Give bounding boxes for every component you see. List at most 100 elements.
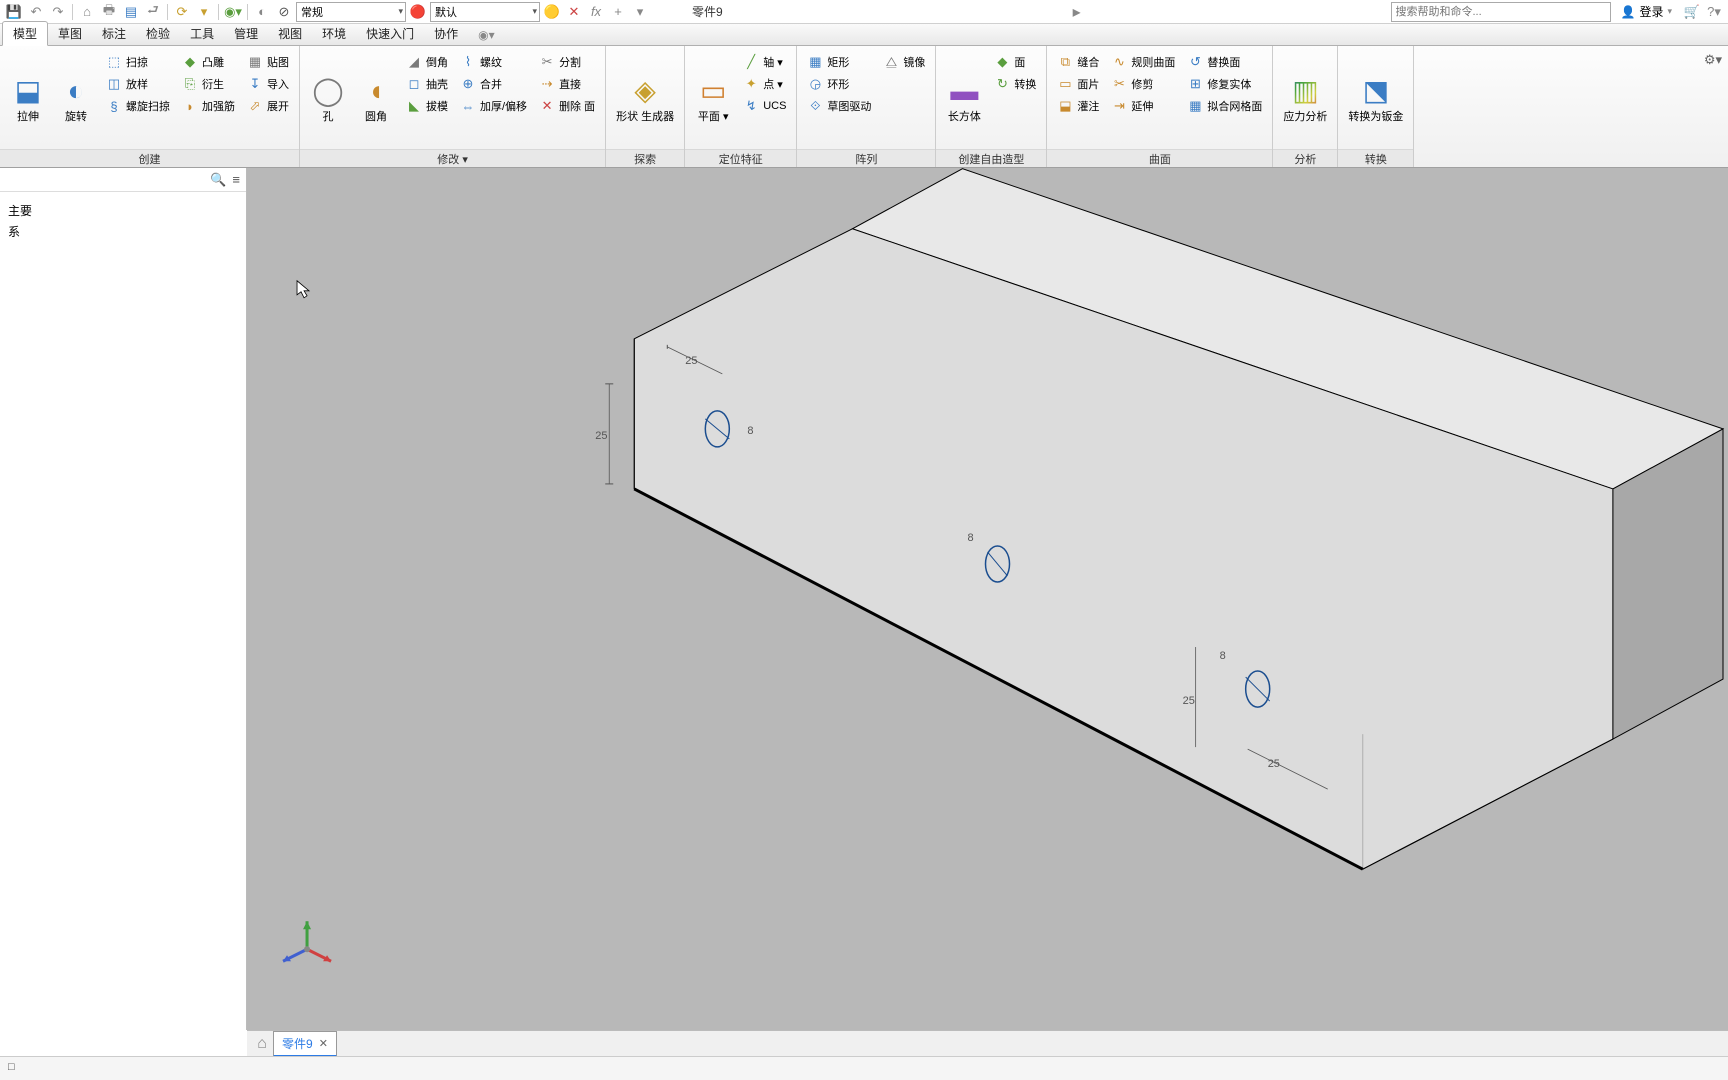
ribbon-small-button[interactable]: ╱轴 ▾ — [739, 52, 790, 72]
browser-item[interactable]: 主要 — [4, 200, 242, 221]
ribbon-tabs: 模型 草图 标注 检验 工具 管理 视图 环境 快速入门 协作 ◉▾ — [0, 24, 1728, 46]
ribbon-small-button[interactable]: ▦贴图 — [243, 52, 293, 72]
close-icon[interactable]: ✕ — [319, 1037, 328, 1050]
ribbon-icon: ↧ — [247, 76, 263, 92]
clear-icon[interactable]: ✕ — [564, 2, 584, 22]
cart-icon[interactable]: 🛒 — [1682, 2, 1702, 22]
ribbon-small-button[interactable]: ↺替换面 — [1183, 52, 1266, 72]
ribbon-big-button[interactable]: ▥应力分析 — [1277, 50, 1333, 145]
tab-addin[interactable]: ◉▾ — [468, 25, 505, 45]
ribbon-small-button[interactable]: ✂修剪 — [1107, 74, 1179, 94]
redo-icon[interactable]: ↷ — [48, 2, 68, 22]
ribbon-small-button[interactable]: ↯UCS — [739, 96, 790, 116]
ribbon-big-button[interactable]: ◐旋转 — [52, 50, 100, 145]
ribbon-label: 分割 — [559, 54, 581, 70]
help-icon[interactable]: ?▾ — [1704, 2, 1724, 22]
ribbon-small-button[interactable]: ⇢直接 — [535, 74, 599, 94]
ribbon-small-button[interactable]: §螺旋扫掠 — [102, 96, 174, 116]
browser-item[interactable]: 系 — [4, 221, 242, 242]
tab-annotate[interactable]: 标注 — [92, 22, 136, 45]
doctab-home[interactable]: ⌂ — [251, 1034, 273, 1054]
ribbon-small-button[interactable]: ⬓灌注 — [1053, 96, 1103, 116]
projects-icon[interactable]: ▤ — [121, 2, 141, 22]
login-button[interactable]: 👤 登录 ▾ — [1621, 3, 1673, 20]
globe-icon[interactable]: ⊘ — [274, 2, 294, 22]
plus-icon[interactable]: + — [608, 2, 628, 22]
appearance-icon[interactable]: ◐ — [252, 2, 272, 22]
ribbon-small-button[interactable]: ⬚扫掠 — [102, 52, 174, 72]
ribbon-small-button[interactable]: ⬀展开 — [243, 96, 293, 116]
tab-getstarted[interactable]: 快速入门 — [356, 22, 424, 45]
ribbon-small-button[interactable]: ↧导入 — [243, 74, 293, 94]
tab-collaborate[interactable]: 协作 — [424, 22, 468, 45]
tab-model[interactable]: 模型 — [2, 21, 48, 46]
undo-icon[interactable]: ↶ — [26, 2, 46, 22]
ribbon-small-button[interactable]: ⧋镜像 — [879, 52, 929, 72]
ribbon-small-button[interactable]: ✂分割 — [535, 52, 599, 72]
ribbon-small-button[interactable]: ⇔加厚/偏移 — [456, 96, 531, 116]
ribbon-big-button[interactable]: ◖圆角 — [352, 50, 400, 145]
tab-view[interactable]: 视图 — [268, 22, 312, 45]
appearance-dropdown[interactable]: 默认 — [430, 2, 540, 22]
ribbon-small-button[interactable]: ⟐草图驱动 — [803, 96, 875, 116]
ribbon-big-button[interactable]: ▭平面 ▾ — [689, 50, 737, 145]
print-icon[interactable]: 🖶 — [99, 2, 119, 22]
ribbon-small-button[interactable]: ↻转换 — [990, 74, 1040, 94]
ribbon-small-button[interactable]: ◻抽壳 — [402, 74, 452, 94]
ribbon-small-button[interactable]: ◶环形 — [803, 74, 875, 94]
ribbon-small-button[interactable]: ⎘衍生 — [178, 74, 239, 94]
ribbon-panel: ▬长方体◆面↻转换创建自由造型 — [936, 46, 1047, 167]
ribbon-small-button[interactable]: ◢倒角 — [402, 52, 452, 72]
style-dropdown[interactable]: 常规 — [296, 2, 406, 22]
ribbon-small-button[interactable]: ⌇螺纹 — [456, 52, 531, 72]
ribbon-small-button[interactable]: ◗加强筋 — [178, 96, 239, 116]
ribbon-big-button[interactable]: ⬓拉伸 — [4, 50, 52, 145]
adjust-icon[interactable]: 🟡 — [542, 2, 562, 22]
ribbon-big-button[interactable]: ◈形状 生成器 — [610, 50, 680, 145]
ribbon-small-button[interactable]: ◆面 — [990, 52, 1040, 72]
ribbon-small-button[interactable]: ▦矩形 — [803, 52, 875, 72]
ribbon-small-button[interactable]: ▭面片 — [1053, 74, 1103, 94]
update-icon[interactable]: ⟳ — [172, 2, 192, 22]
return-icon[interactable]: ⮐ — [143, 2, 163, 22]
ribbon-big-button[interactable]: ⬔转换为钣金 — [1342, 50, 1409, 145]
ribbon-small-button[interactable]: ⇥延伸 — [1107, 96, 1179, 116]
doctab-active[interactable]: 零件9 ✕ — [273, 1031, 337, 1057]
viewport[interactable]: 25 25 8 8 25 25 8 — [247, 168, 1728, 1030]
select-icon[interactable]: ▾ — [194, 2, 214, 22]
material-icon[interactable]: ◉▾ — [223, 2, 243, 22]
ribbon-big-button[interactable]: ▬长方体 — [940, 50, 988, 145]
ribbon-small-button[interactable]: ◫放样 — [102, 74, 174, 94]
ribbon-small-button[interactable]: ∿规则曲面 — [1107, 52, 1179, 72]
ribbon-small-button[interactable]: ⧉缝合 — [1053, 52, 1103, 72]
tab-tools[interactable]: 工具 — [180, 22, 224, 45]
more-icon[interactable]: ▾ — [630, 2, 650, 22]
ribbon-icon: ⟐ — [807, 98, 823, 114]
ribbon-small-button[interactable]: ⊕合并 — [456, 74, 531, 94]
panel-title: 创建 — [0, 149, 299, 167]
save-icon[interactable]: 💾 — [4, 2, 24, 22]
ribbon-big-button[interactable]: ◯孔 — [304, 50, 352, 145]
ribbon-icon: ▦ — [1187, 98, 1203, 114]
color-icon[interactable]: 🔴 — [408, 2, 428, 22]
ribbon-small-button[interactable]: ✕删除 面 — [535, 96, 599, 116]
home-icon[interactable]: ⌂ — [77, 2, 97, 22]
search-icon[interactable]: 🔍 — [210, 172, 226, 188]
ribbon-panel: ▭平面 ▾╱轴 ▾✦点 ▾↯UCS定位特征 — [685, 46, 797, 167]
search-input[interactable] — [1391, 2, 1611, 22]
tab-manage[interactable]: 管理 — [224, 22, 268, 45]
tab-sketch[interactable]: 草图 — [48, 22, 92, 45]
panel-title: 修改 ▾ — [300, 149, 605, 167]
ribbon-small-button[interactable]: ◣拔模 — [402, 96, 452, 116]
ribbon-settings-icon[interactable]: ⚙▾ — [1698, 46, 1728, 167]
ribbon-small-button[interactable]: ◆凸雕 — [178, 52, 239, 72]
tab-inspect[interactable]: 检验 — [136, 22, 180, 45]
ribbon-small-button[interactable]: ⊞修复实体 — [1183, 74, 1266, 94]
ribbon-label: 替换面 — [1207, 54, 1240, 70]
ribbon-small-button[interactable]: ✦点 ▾ — [739, 74, 790, 94]
menu-icon[interactable]: ≡ — [232, 172, 240, 187]
ribbon-label: 展开 — [267, 98, 289, 114]
ribbon-small-button[interactable]: ▦拟合网格面 — [1183, 96, 1266, 116]
tab-environment[interactable]: 环境 — [312, 22, 356, 45]
fx-icon[interactable]: fx — [586, 2, 606, 22]
